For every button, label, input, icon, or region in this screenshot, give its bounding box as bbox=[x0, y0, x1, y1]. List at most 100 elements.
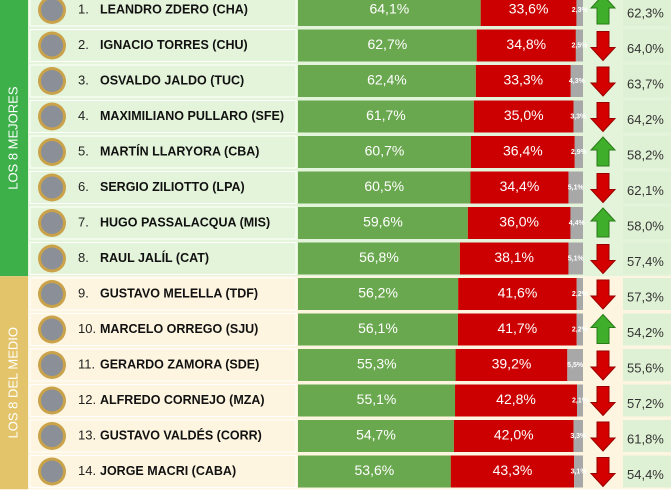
ns-bar bbox=[568, 242, 583, 275]
disapprove-label: 41,6% bbox=[498, 285, 538, 301]
previous-cell bbox=[623, 171, 671, 204]
row-group-bg bbox=[0, 276, 671, 490]
previous-cell bbox=[623, 136, 671, 168]
previous-label: 63,7% bbox=[627, 76, 664, 91]
disapprove-label: 36,0% bbox=[499, 214, 539, 230]
ns-bar bbox=[573, 420, 583, 452]
previous-label: 55,6% bbox=[627, 360, 664, 375]
approve-bar bbox=[298, 455, 451, 488]
approve-bar bbox=[298, 136, 471, 168]
disapprove-bar bbox=[473, 100, 574, 133]
photo-face bbox=[41, 318, 63, 341]
rank: 4. bbox=[78, 108, 89, 123]
disapprove-label: 43,3% bbox=[493, 462, 533, 478]
trend-down-arrow bbox=[589, 102, 617, 133]
name: GUSTAVO VALDÉS (CORR) bbox=[100, 427, 262, 442]
name-cell bbox=[29, 100, 297, 133]
rank: 12. bbox=[78, 392, 96, 407]
name-cell bbox=[29, 242, 297, 275]
name: GERARDO ZAMORA (SDE) bbox=[100, 357, 259, 371]
group-label: LOS 8 MEJORES bbox=[5, 86, 20, 190]
name-cell bbox=[29, 29, 297, 62]
ns-label: 4,3% bbox=[569, 78, 586, 85]
disapprove-bar bbox=[457, 313, 577, 346]
approve-label: 62,7% bbox=[367, 36, 407, 52]
disapprove-label: 38,1% bbox=[494, 249, 534, 265]
ns-bar bbox=[573, 100, 583, 133]
rank: 9. bbox=[78, 285, 89, 300]
approve-bar bbox=[298, 171, 471, 204]
trend-up-arrow bbox=[589, 136, 617, 167]
disapprove-label: 34,8% bbox=[506, 36, 546, 52]
disapprove-bar bbox=[480, 0, 577, 26]
rank: 5. bbox=[78, 143, 89, 158]
photo-face bbox=[41, 247, 63, 270]
name-cell bbox=[29, 206, 297, 240]
photo-face bbox=[41, 141, 63, 163]
name-cell bbox=[29, 419, 297, 453]
approve-label: 64,1% bbox=[369, 1, 409, 17]
approve-bar bbox=[298, 278, 459, 310]
ns-bar bbox=[567, 349, 583, 381]
approve-label: 56,1% bbox=[358, 320, 398, 336]
approve-bar bbox=[298, 207, 468, 239]
photo-face bbox=[41, 354, 63, 376]
name: MAXIMILIANO PULLARO (SFE) bbox=[100, 109, 284, 123]
disapprove-label: 39,2% bbox=[492, 356, 532, 372]
approve-bar bbox=[298, 100, 474, 133]
name-cell bbox=[29, 0, 297, 27]
disapprove-bar bbox=[459, 242, 569, 275]
approve-label: 54,7% bbox=[356, 427, 396, 443]
ns-label: 2,2% bbox=[572, 326, 589, 333]
rank: 13. bbox=[78, 427, 96, 442]
approve-bar bbox=[298, 242, 460, 275]
previous-cell bbox=[623, 65, 671, 97]
name: IGNACIO TORRES (CHU) bbox=[100, 38, 248, 52]
previous-label: 61,8% bbox=[627, 431, 664, 446]
ns-label: 2,5% bbox=[571, 42, 588, 49]
disapprove-bar bbox=[450, 455, 575, 488]
trend-down-arrow bbox=[589, 457, 617, 488]
rank: 14. bbox=[78, 463, 96, 478]
approve-bar bbox=[298, 0, 481, 26]
ns-bar bbox=[574, 136, 583, 168]
previous-label: 58,2% bbox=[627, 147, 664, 162]
rank: 3. bbox=[78, 72, 89, 87]
disapprove-label: 35,0% bbox=[504, 107, 544, 123]
ns-label: 5,5% bbox=[567, 362, 584, 369]
approve-bar bbox=[298, 29, 477, 62]
group-label: LOS 8 DEL MEDIO bbox=[5, 327, 20, 439]
previous-cell bbox=[623, 313, 671, 346]
name-cell bbox=[29, 277, 297, 311]
trend-up-arrow bbox=[589, 207, 617, 238]
group-strip bbox=[0, 0, 28, 277]
previous-label: 64,2% bbox=[627, 112, 664, 127]
name-cell bbox=[29, 313, 297, 346]
name-cell bbox=[29, 384, 297, 417]
trend-down-arrow bbox=[589, 386, 617, 417]
photo-face bbox=[41, 176, 63, 199]
photo-face bbox=[41, 425, 63, 447]
rank: 6. bbox=[78, 179, 89, 194]
approve-label: 61,7% bbox=[366, 107, 406, 123]
photo-face bbox=[41, 0, 63, 21]
rank: 2. bbox=[78, 37, 89, 52]
previous-label: 57,4% bbox=[627, 254, 664, 269]
previous-cell bbox=[623, 420, 671, 452]
trend-down-arrow bbox=[589, 279, 617, 310]
photo-face bbox=[41, 105, 63, 128]
name: MARCELO ORREGO (SJU) bbox=[100, 322, 258, 336]
disapprove-label: 42,0% bbox=[494, 427, 534, 443]
approve-label: 60,5% bbox=[364, 178, 404, 194]
name: OSVALDO JALDO (TUC) bbox=[100, 73, 244, 87]
ns-label: 5,1% bbox=[568, 184, 585, 191]
previous-label: 64,0% bbox=[627, 41, 664, 56]
ns-bar bbox=[576, 278, 583, 310]
approve-label: 60,7% bbox=[365, 143, 405, 159]
disapprove-label: 33,6% bbox=[509, 1, 549, 17]
previous-cell bbox=[623, 278, 671, 310]
approve-label: 59,6% bbox=[363, 214, 403, 230]
ns-label: 5,1% bbox=[568, 255, 585, 262]
approve-label: 56,8% bbox=[359, 249, 399, 265]
ns-bar bbox=[568, 171, 583, 204]
